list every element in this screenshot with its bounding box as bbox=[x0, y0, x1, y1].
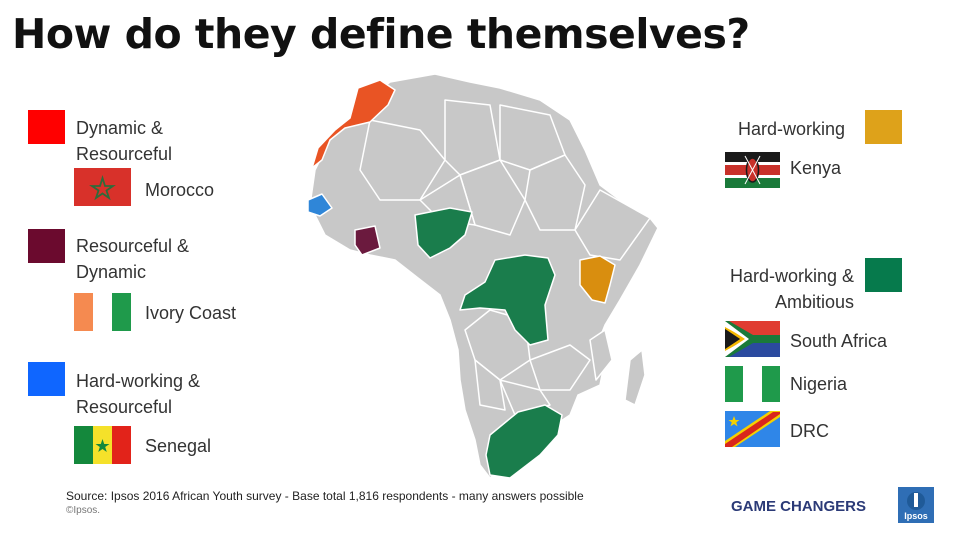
country-drc: DRC bbox=[790, 421, 829, 441]
morocco-region bbox=[311, 79, 396, 169]
nigeria-region bbox=[414, 207, 473, 259]
legend-label: Hard-working & Resourceful bbox=[76, 371, 201, 417]
legend-label: Resourceful & Dynamic bbox=[76, 236, 190, 282]
morocco-flag-icon bbox=[74, 168, 131, 206]
senegal-region bbox=[307, 193, 333, 217]
kenya-region bbox=[579, 255, 616, 304]
legend-label: Dynamic & Resourceful bbox=[76, 118, 173, 164]
legend-swatch-resourceful-dynamic bbox=[28, 229, 65, 263]
drc-region bbox=[459, 254, 556, 346]
legend-swatch-dynamic-resourceful bbox=[28, 110, 65, 144]
ivory-coast-flag-icon bbox=[74, 293, 131, 331]
kenya-flag-icon bbox=[725, 152, 780, 188]
svg-text:Ipsos: Ipsos bbox=[904, 511, 928, 521]
africa-map bbox=[307, 73, 659, 479]
drc-flag-icon bbox=[725, 411, 780, 447]
legend-swatch-hardworking-resourceful bbox=[28, 362, 65, 396]
south-africa-flag-icon bbox=[725, 321, 780, 357]
legend-swatch-hardworking bbox=[865, 110, 902, 144]
country-south-africa: South Africa bbox=[790, 331, 888, 351]
source-note: Source: Ipsos 2016 African Youth survey … bbox=[66, 489, 584, 503]
legend-swatch-hardworking-ambitious bbox=[865, 258, 902, 292]
ipsos-logo: Ipsos bbox=[898, 487, 934, 523]
madagascar bbox=[624, 349, 646, 406]
game-changers-brand: GAME CHANGERS bbox=[731, 498, 867, 515]
country-senegal: Senegal bbox=[145, 436, 212, 456]
country-morocco: Morocco bbox=[145, 180, 215, 200]
legend-label: Hard-working & Ambitious bbox=[729, 266, 854, 312]
legend-label: Hard-working bbox=[738, 119, 846, 139]
country-ivory-coast: Ivory Coast bbox=[145, 303, 237, 323]
country-nigeria: Nigeria bbox=[790, 374, 848, 394]
senegal-flag-icon bbox=[74, 426, 131, 464]
nigeria-flag-icon bbox=[725, 366, 780, 402]
copyright: ©Ipsos. bbox=[66, 505, 101, 516]
slide-title: How do they define themselves? bbox=[12, 10, 750, 58]
south-africa-region bbox=[485, 404, 563, 479]
country-kenya: Kenya bbox=[790, 158, 842, 178]
ivory-coast-region bbox=[354, 225, 381, 256]
